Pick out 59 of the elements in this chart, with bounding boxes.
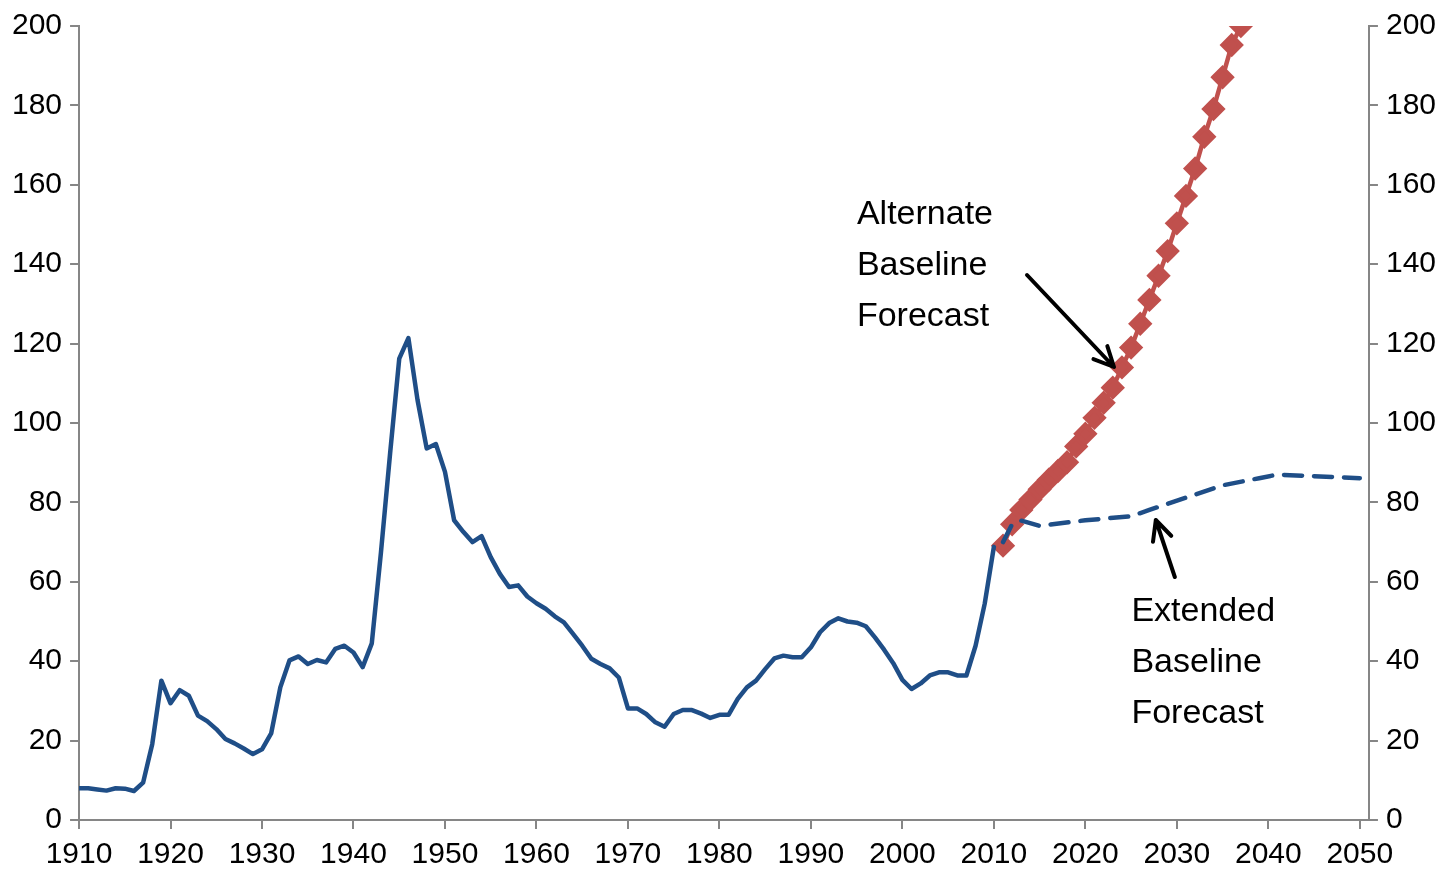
point (1165, 212, 1189, 235)
y-tick-label: 20 (28, 721, 63, 755)
point (1110, 356, 1134, 379)
y2-tick-label: 60 (1385, 563, 1420, 597)
x-tick-label: 1920 (137, 836, 204, 870)
point (1202, 97, 1225, 121)
point (1083, 406, 1106, 430)
point (1092, 391, 1115, 414)
x-tick-label: 2030 (1143, 836, 1211, 870)
point (1147, 264, 1170, 287)
x-tick-label: 2000 (869, 836, 936, 870)
y2-tick-label: 160 (1385, 166, 1437, 200)
point (1101, 376, 1125, 399)
point (1128, 312, 1152, 335)
point (1183, 157, 1207, 180)
point (1055, 451, 1079, 474)
point (1220, 33, 1243, 57)
y2-tick-label: 20 (1385, 721, 1420, 755)
point (1074, 422, 1097, 445)
y2-tick-label: 200 (1385, 7, 1437, 41)
y-tick-label: 40 (28, 642, 63, 676)
y-tick-label: 180 (11, 86, 63, 120)
y2-tick-label: 40 (1385, 642, 1420, 676)
y-tick-label: 120 (11, 324, 63, 358)
x-tick-label: 1910 (45, 836, 113, 870)
annotation: Extended Baseline Forecast (1131, 590, 1276, 731)
x-tick-label: 1950 (411, 836, 479, 870)
x-tick-label: 2050 (1326, 836, 1394, 870)
y-tick-label: 140 (11, 245, 63, 279)
y-tick-label: 0 (45, 801, 63, 835)
y-tick-label: 80 (28, 483, 63, 517)
y2-tick-label: 100 (1385, 404, 1437, 438)
x-tick-label: 1980 (686, 836, 753, 870)
point (1019, 488, 1042, 511)
x-tick-label: 1960 (503, 836, 570, 870)
x-tick-label: 2010 (960, 836, 1028, 870)
y-tick-label: 160 (11, 166, 63, 200)
point (1193, 125, 1216, 149)
point (1138, 288, 1161, 312)
point (1156, 239, 1179, 263)
x-tick-label: 1990 (777, 836, 845, 870)
point (1064, 435, 1088, 458)
y2-tick-label: 140 (1385, 245, 1437, 279)
y2-tick-label: 180 (1385, 86, 1437, 120)
y2-tick-label: 120 (1385, 324, 1437, 358)
x-tick-label: 2040 (1234, 836, 1302, 870)
y-tick-label: 100 (11, 404, 63, 438)
x-tick-label: 1940 (320, 836, 387, 870)
x-tick-label: 2020 (1051, 836, 1119, 870)
y2-tick-label: 0 (1385, 801, 1403, 835)
y-tick-label: 60 (28, 563, 63, 597)
y-tick-label: 200 (11, 7, 63, 41)
x-tick-label: 1970 (594, 836, 662, 870)
point (1174, 184, 1198, 208)
annotation: Alternate Baseline Forecast (856, 192, 994, 333)
x-tick-label: 1930 (228, 836, 296, 870)
y2-tick-label: 80 (1385, 483, 1420, 517)
point (1119, 336, 1143, 359)
point (1211, 65, 1234, 89)
